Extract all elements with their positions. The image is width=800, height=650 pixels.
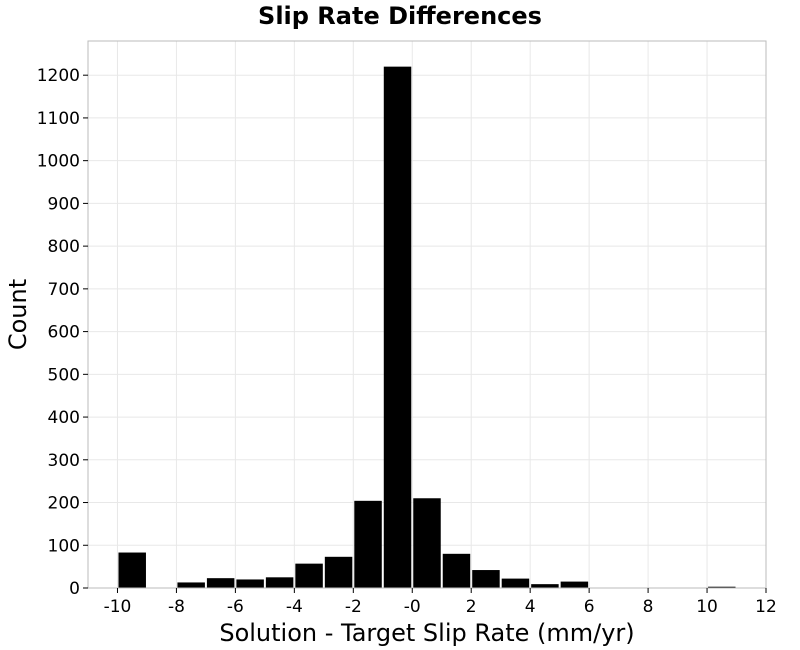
x-tick-label: -2 — [345, 597, 362, 617]
histogram-bar — [383, 66, 412, 588]
x-tick-label: -8 — [168, 597, 185, 617]
x-tick-label: 6 — [584, 597, 595, 617]
y-tick-label: 800 — [48, 237, 80, 257]
y-tick-label: 1100 — [37, 109, 80, 129]
histogram-bar — [442, 553, 471, 588]
histogram-bar — [472, 570, 500, 588]
histogram-bar — [324, 556, 353, 588]
histogram-bar — [295, 563, 323, 588]
histogram-bar — [206, 578, 235, 588]
histogram-bar — [560, 581, 589, 588]
bars — [118, 66, 736, 589]
histogram-bar — [177, 582, 205, 588]
x-tick-label: 2 — [466, 597, 477, 617]
x-tick-label: -6 — [227, 597, 244, 617]
y-tick-label: 700 — [48, 280, 80, 300]
histogram-bar — [413, 498, 441, 588]
x-tick-label: -10 — [104, 597, 132, 617]
y-tick-label: 1200 — [37, 66, 80, 86]
histogram-bar — [236, 579, 264, 588]
x-tick-label: -4 — [286, 597, 303, 617]
x-tick-label: 4 — [525, 597, 536, 617]
x-axis-ticks: -10 -8 -6 -4 -2 -0 2 4 6 8 10 12 — [104, 588, 777, 617]
x-axis-label: Solution - Target Slip Rate (mm/yr) — [219, 619, 634, 647]
y-tick-label: 900 — [48, 194, 80, 214]
histogram-bar — [531, 584, 559, 588]
x-tick-label: 10 — [696, 597, 718, 617]
histogram-bar — [118, 552, 146, 588]
chart-title: Slip Rate Differences — [258, 2, 542, 30]
histogram-bar — [501, 578, 530, 588]
y-tick-label: 600 — [48, 323, 80, 343]
y-axis-label: Count — [4, 279, 32, 350]
x-tick-label: 12 — [755, 597, 777, 617]
y-axis-ticks: 0 100 200 300 400 500 600 700 800 900 1000 1100 1200 — [37, 66, 88, 599]
y-tick-label: 300 — [48, 451, 80, 471]
y-tick-label: 500 — [48, 365, 80, 385]
histogram-bar — [265, 577, 294, 588]
histogram-bar — [354, 500, 382, 588]
x-tick-label: -0 — [404, 597, 421, 617]
plot-frame — [87, 40, 767, 589]
histogram-bar — [708, 586, 736, 588]
y-tick-label: 100 — [48, 536, 80, 556]
y-tick-label: 0 — [69, 579, 80, 599]
y-tick-label: 400 — [48, 408, 80, 428]
y-tick-label: 200 — [48, 494, 80, 514]
y-tick-label: 1000 — [37, 152, 80, 172]
x-tick-label: 8 — [643, 597, 654, 617]
